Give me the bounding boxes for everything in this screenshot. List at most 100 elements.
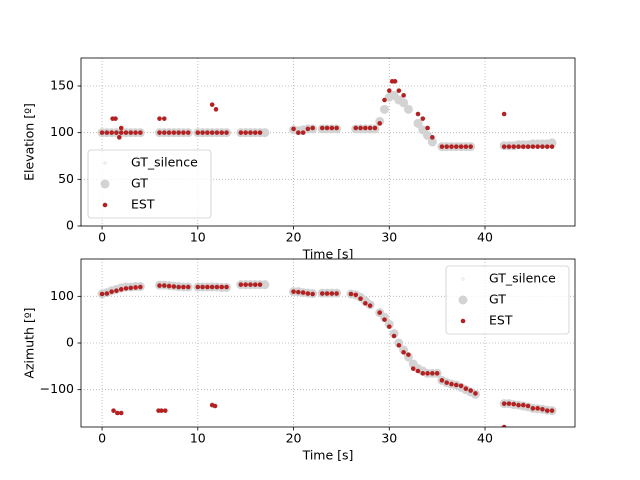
legend-marker <box>102 202 108 208</box>
data-point <box>372 125 378 131</box>
data-point <box>358 296 363 301</box>
data-point <box>252 282 258 287</box>
data-point <box>521 402 526 408</box>
data-point <box>501 401 507 406</box>
data-point <box>116 135 122 140</box>
data-point <box>104 130 110 135</box>
legend-marker <box>461 277 465 281</box>
y-tick-label: −100 <box>40 381 74 396</box>
data-point <box>449 381 454 387</box>
data-point <box>212 403 218 409</box>
data-point <box>386 88 392 93</box>
axes-frame <box>80 258 576 428</box>
data-point <box>501 111 507 117</box>
legend-marker <box>103 161 107 165</box>
data-point <box>300 290 306 295</box>
data-point <box>382 317 387 322</box>
data-point <box>425 125 430 131</box>
data-point <box>161 130 167 135</box>
data-point <box>181 284 186 290</box>
data-point <box>413 118 423 128</box>
y-tick-label: 100 <box>50 288 74 303</box>
y-axis-label: Azimuth [º] <box>22 307 37 378</box>
data-point <box>305 126 311 132</box>
legend-label: GT <box>131 176 148 191</box>
data-point <box>511 144 517 149</box>
y-tick-label: 0 <box>66 218 74 233</box>
data-point <box>427 137 437 147</box>
data-point <box>224 284 229 290</box>
data-point <box>549 144 555 149</box>
data-point <box>219 284 225 290</box>
data-point <box>161 116 167 121</box>
data-point <box>377 310 382 315</box>
data-point <box>420 116 426 121</box>
data-point <box>171 284 177 289</box>
data-point <box>159 408 164 413</box>
subplot: 0 10 20 30 40 0 50 100 150 Time [s] Elevation [º] G… <box>22 57 576 262</box>
x-tick-label: 10 <box>190 431 206 446</box>
legend-label: EST <box>489 313 513 328</box>
data-point <box>161 283 167 288</box>
data-point <box>377 121 382 126</box>
data-point <box>305 291 311 296</box>
data-point <box>114 130 119 135</box>
data-point <box>111 408 116 413</box>
data-point <box>224 130 229 135</box>
data-point <box>530 144 536 149</box>
data-point <box>458 383 464 389</box>
x-tick-label: 0 <box>98 431 106 446</box>
data-point <box>549 408 555 413</box>
data-point <box>157 283 162 288</box>
data-point <box>423 130 433 140</box>
data-point <box>118 130 124 135</box>
data-point <box>506 144 512 149</box>
legend-marker <box>460 318 466 324</box>
data-point <box>195 130 201 135</box>
data-point <box>209 102 215 107</box>
data-point <box>157 116 162 121</box>
data-point <box>310 125 315 131</box>
y-tick-label: 50 <box>58 171 74 186</box>
data-point <box>138 284 143 290</box>
data-point <box>209 130 215 135</box>
data-point <box>530 406 536 411</box>
legend-marker <box>458 295 468 305</box>
data-point <box>473 391 478 396</box>
data-point <box>243 130 248 135</box>
data-point <box>209 284 215 290</box>
x-tick-label: 40 <box>477 230 493 245</box>
data-point <box>358 125 363 131</box>
data-point <box>410 366 416 371</box>
legend: GT_silence GT EST <box>87 149 212 219</box>
data-point <box>113 116 118 121</box>
data-point <box>547 138 557 148</box>
data-point <box>300 130 306 135</box>
data-point <box>367 125 373 131</box>
data-point <box>430 371 435 376</box>
legend-label: GT <box>489 292 506 307</box>
data-point <box>525 144 531 149</box>
x-tick-label: 20 <box>286 230 302 245</box>
data-point <box>425 371 430 376</box>
data-point <box>334 291 339 296</box>
data-point <box>444 144 450 149</box>
data-point <box>171 130 177 135</box>
data-point <box>430 135 435 140</box>
data-point <box>291 289 296 294</box>
x-axis-label: Time [s] <box>302 448 354 463</box>
data-point <box>195 284 201 290</box>
data-point <box>396 343 402 348</box>
data-point <box>540 406 545 412</box>
data-point <box>118 410 124 416</box>
data-point <box>118 287 124 292</box>
data-point <box>238 282 244 287</box>
data-point <box>200 284 205 290</box>
data-point <box>138 130 143 135</box>
data-point <box>109 130 114 135</box>
legend-label: GT_silence <box>131 155 198 170</box>
data-point <box>104 291 110 296</box>
data-point <box>109 289 114 294</box>
data-point <box>185 284 191 290</box>
